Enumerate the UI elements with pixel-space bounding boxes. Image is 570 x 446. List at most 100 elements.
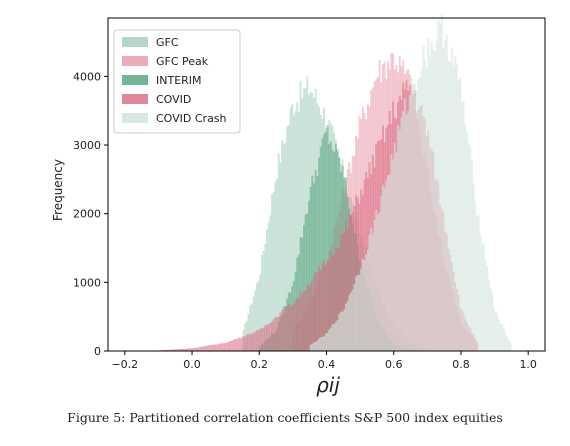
histogram-bar xyxy=(230,340,233,351)
histogram-bar xyxy=(301,98,304,351)
histogram-bar xyxy=(348,295,351,351)
histogram-bar xyxy=(328,261,331,351)
histogram-bar xyxy=(254,331,257,351)
histogram-bar xyxy=(286,126,289,351)
histogram-bar xyxy=(181,348,184,351)
histogram-bar xyxy=(373,219,376,351)
histogram-bar xyxy=(338,314,341,351)
histogram-bar xyxy=(218,343,221,351)
legend-label: GFC xyxy=(156,36,179,49)
histogram-bar xyxy=(328,329,331,351)
histogram-bar xyxy=(371,233,374,351)
histogram-bar xyxy=(407,110,410,351)
histogram-bar xyxy=(429,56,432,352)
histogram-bar xyxy=(197,347,200,351)
histogram-bar xyxy=(383,187,386,351)
histogram-bar xyxy=(247,333,250,351)
legend-label: COVID xyxy=(156,93,191,106)
histogram-bar xyxy=(334,246,337,351)
legend-swatch xyxy=(122,75,148,85)
histogram-bar xyxy=(378,212,381,351)
histogram-bar xyxy=(427,38,430,351)
histogram-bar xyxy=(313,274,316,351)
histogram-bar xyxy=(249,305,252,351)
histogram-bar xyxy=(455,63,458,351)
histogram-bar xyxy=(309,344,312,351)
histogram-bar xyxy=(314,341,317,351)
histogram-bar xyxy=(324,265,327,351)
histogram-bar xyxy=(319,146,322,351)
histogram-bar xyxy=(499,323,502,351)
histogram-bar xyxy=(444,40,447,352)
histogram-bar xyxy=(175,349,178,351)
histogram-bar xyxy=(339,311,342,351)
histogram-bar xyxy=(171,349,174,351)
histogram-bar xyxy=(425,68,428,351)
legend-swatch xyxy=(122,56,148,66)
histogram-bar xyxy=(489,287,492,351)
histogram-bar xyxy=(333,323,336,351)
histogram-bar xyxy=(339,235,342,351)
histogram-bar xyxy=(366,249,369,351)
histogram-bar xyxy=(311,343,314,351)
histogram-bar xyxy=(415,90,418,351)
histogram-bar xyxy=(355,195,358,351)
histogram-bar xyxy=(165,349,168,351)
histogram-bar xyxy=(260,255,263,351)
histogram-bar xyxy=(234,339,237,351)
histogram-bar xyxy=(259,274,262,351)
histogram-bar xyxy=(279,312,282,351)
histogram-bar xyxy=(210,344,213,351)
histogram-bar xyxy=(392,159,395,351)
histogram-bar xyxy=(321,138,324,351)
histogram-bar xyxy=(296,102,299,351)
histogram-bar xyxy=(229,341,231,351)
histogram-bar xyxy=(252,333,255,351)
histogram-bar xyxy=(405,114,408,351)
histogram-bar xyxy=(457,80,460,351)
histogram-bar xyxy=(299,290,302,351)
histogram-bar xyxy=(361,258,364,351)
histogram-bar xyxy=(492,306,495,351)
histogram-bar xyxy=(239,338,242,351)
legend-label: COVID Crash xyxy=(156,112,227,125)
histogram-bar xyxy=(166,349,169,351)
histogram-bar xyxy=(331,324,334,351)
histogram-bar xyxy=(370,227,373,351)
histogram-bar xyxy=(420,69,423,351)
histogram-bar xyxy=(496,314,499,351)
histogram-bar xyxy=(484,259,487,351)
histogram-bar xyxy=(223,343,226,351)
histogram-bar xyxy=(346,227,349,351)
histogram-bar xyxy=(328,144,331,351)
histogram-bar xyxy=(474,203,477,351)
legend-swatch xyxy=(122,94,148,104)
x-tick-label: −0.2 xyxy=(111,358,138,371)
histogram-bar xyxy=(205,345,208,351)
plot-area xyxy=(158,14,512,352)
histogram-bar xyxy=(447,60,450,351)
histogram-bar xyxy=(217,343,220,351)
histogram-bar xyxy=(215,344,218,351)
histogram-bar xyxy=(509,343,512,351)
histogram-bar xyxy=(321,336,324,351)
histogram-bar xyxy=(282,143,285,351)
histogram-bar xyxy=(319,337,322,351)
histogram-bar xyxy=(324,333,327,351)
histogram-bar xyxy=(343,232,346,351)
histogram-bar xyxy=(271,194,274,351)
histogram-bar xyxy=(259,328,262,351)
histogram-bar xyxy=(487,279,490,351)
histogram-bar xyxy=(318,157,321,351)
histogram-bar xyxy=(333,152,336,351)
histogram-bar xyxy=(227,341,230,351)
histogram-bar xyxy=(316,340,319,351)
histogram-bar xyxy=(344,221,347,351)
histogram-bar xyxy=(301,293,304,351)
x-axis-label: ρij xyxy=(316,373,340,397)
legend-label: INTERIM xyxy=(156,74,202,87)
histogram-bar xyxy=(255,330,258,351)
histogram-bar xyxy=(486,265,489,351)
histogram-bar xyxy=(180,348,183,351)
histogram-bar xyxy=(284,142,287,351)
